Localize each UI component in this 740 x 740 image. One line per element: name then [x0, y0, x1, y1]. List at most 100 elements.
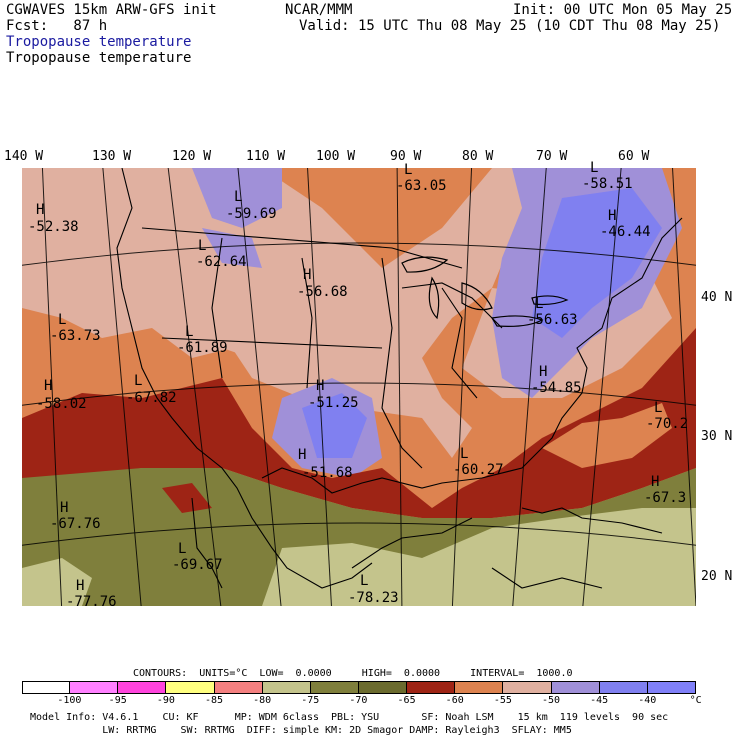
colorbar-swatch	[647, 681, 696, 694]
map-label-value: -78.23	[348, 590, 399, 606]
map-label-value: -67.76	[50, 516, 101, 532]
model-title: CGWAVES 15km ARW-GFS init	[6, 2, 217, 18]
colorbar-label: -80	[253, 695, 272, 706]
lon-label: 120 W	[172, 149, 212, 164]
map-label-type: L	[198, 238, 207, 254]
map-label-value: -51.25	[308, 395, 359, 411]
field-tan	[22, 168, 542, 458]
colorbar-swatch	[70, 681, 119, 694]
init-time: Init: 00 UTC Mon 05 May 25	[513, 2, 733, 18]
colorbar-swatch	[22, 681, 71, 694]
colorbar-swatch	[359, 681, 408, 694]
contours-info: CONTOURS: UNITS=°C LOW= 0.0000 HIGH= 0.0…	[133, 668, 573, 679]
map-label-type: L	[654, 400, 663, 416]
map-label-value: -58.51	[582, 176, 633, 192]
field-darkred	[162, 483, 212, 513]
map-label-type: H	[44, 378, 53, 394]
map-label-type: L	[185, 324, 194, 340]
field-orange	[542, 403, 672, 468]
map-label-value: -60.27	[453, 462, 504, 478]
map-label-value: -62.64	[196, 254, 247, 270]
lon-label: 110 W	[246, 149, 286, 164]
map-label-type: L	[234, 189, 243, 205]
colorbar-label: -60	[445, 695, 464, 706]
field-title-2: Tropopause temperature	[6, 50, 192, 66]
map-label-value: -56.68	[297, 284, 348, 300]
map-label-value: -63.05	[396, 178, 447, 194]
colorbar-swatch	[262, 681, 311, 694]
lon-label: 80 W	[462, 149, 494, 164]
colorbar-label: °C	[689, 695, 702, 706]
colorbar-swatch	[455, 681, 504, 694]
map-label-value: -51.68	[302, 465, 353, 481]
colorbar-swatch	[551, 681, 600, 694]
map-label-type: H	[36, 202, 45, 218]
valid-time: Valid: 15 UTC Thu 08 May 25 (10 CDT Thu …	[299, 18, 721, 34]
lon-label: 130 W	[92, 149, 132, 164]
map-label-value: -46.44	[600, 224, 651, 240]
map-label-type: H	[60, 500, 69, 516]
coastlines	[116, 168, 683, 589]
colorbar-swatch	[407, 681, 456, 694]
map-label-type: L	[460, 446, 469, 462]
colorbar-swatch	[166, 681, 215, 694]
colorbar-label: -55	[493, 695, 512, 706]
colorbar-label: -90	[156, 695, 175, 706]
field-darkred	[22, 328, 696, 518]
map-label-value: -54.85	[531, 380, 582, 396]
colorbar-label: -70	[349, 695, 368, 706]
map-label-value: -77.76	[66, 594, 117, 610]
colorbar-label: -95	[108, 695, 127, 706]
colorbar-swatch	[310, 681, 359, 694]
map-label-type: H	[303, 267, 312, 283]
model-info-line1: Model Info: V4.6.1 CU: KF MP: WDM 6class…	[30, 712, 669, 723]
lon-label: 140 W	[4, 149, 44, 164]
map-label-type: H	[316, 378, 325, 394]
map-label-type: L	[535, 296, 544, 312]
map-label-type: H	[76, 578, 85, 594]
lat-label: 30 N	[701, 429, 733, 444]
lon-label: 90 W	[390, 149, 422, 164]
map-label-value: -52.38	[28, 219, 79, 235]
map-label-type: L	[58, 312, 67, 328]
lat-label: 40 N	[701, 290, 733, 305]
lon-label: 100 W	[316, 149, 356, 164]
map-label-value: -69.67	[172, 557, 223, 573]
map-label-type: L	[360, 573, 369, 589]
colorbar-label: -45	[590, 695, 609, 706]
graticule	[22, 168, 696, 606]
colorbar	[22, 681, 696, 694]
map-label-value: -59.69	[226, 206, 277, 222]
colorbar-label: -75	[301, 695, 320, 706]
colorbar-swatch	[503, 681, 552, 694]
map-label-type: L	[134, 373, 143, 389]
map-label-type: L	[178, 541, 187, 557]
map-label-value: -67.82	[126, 390, 177, 406]
map-label-value: -61.89	[177, 340, 228, 356]
colorbar-swatch	[214, 681, 263, 694]
colorbar-swatch	[599, 681, 648, 694]
map-label-value: -70.2	[646, 416, 689, 432]
model-info-line2: LW: RRTMG SW: RRTMG DIFF: simple KM: 2D …	[30, 725, 572, 736]
colorbar-label: -100	[57, 695, 82, 706]
field-blue	[192, 168, 282, 228]
colorbar-label: -40	[638, 695, 657, 706]
lon-label: 70 W	[536, 149, 568, 164]
map-label-value: -67.3	[644, 490, 687, 506]
field-tan	[202, 298, 352, 368]
map-label-type: H	[651, 474, 660, 490]
map-label-type: H	[608, 208, 617, 224]
field-tan	[22, 168, 122, 258]
field-lightolive	[22, 558, 92, 606]
field-blue	[302, 393, 367, 458]
map-label-value: -63.73	[50, 328, 101, 344]
map-label-value: -56.63	[527, 312, 578, 328]
great-lakes	[401, 256, 569, 327]
map-label-type: H	[298, 447, 307, 463]
lon-label: 60 W	[618, 149, 650, 164]
colorbar-label: -65	[397, 695, 416, 706]
tropopause-temperature-map	[22, 168, 696, 606]
center-label: NCAR/MMM	[285, 2, 353, 18]
map-label-type: H	[539, 364, 548, 380]
colorbar-label: -50	[541, 695, 561, 706]
